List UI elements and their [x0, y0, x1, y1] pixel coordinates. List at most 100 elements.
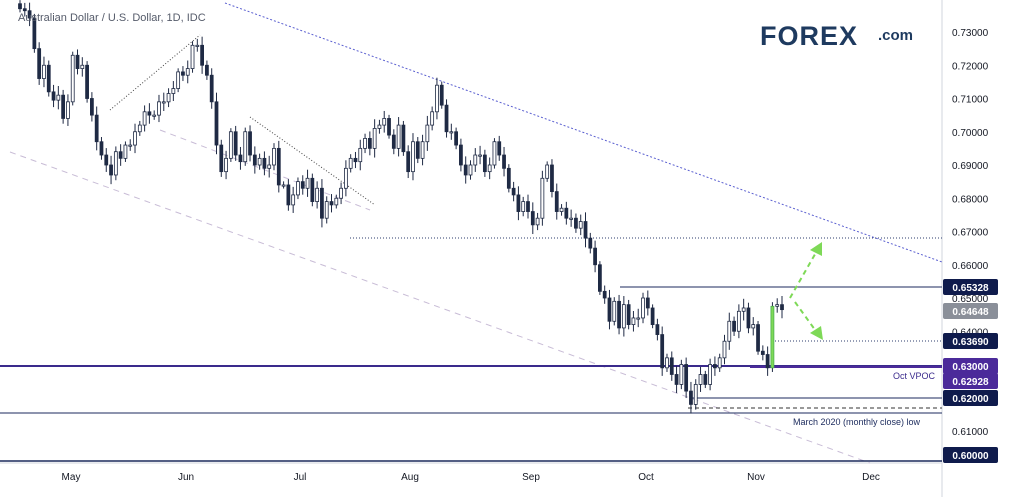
- price-axis: 0.73000 0.72000 0.71000 0.70000 0.69000 0.680…: [952, 28, 989, 438]
- candles-layer: [18, 0, 784, 414]
- y-tick-label: 0.64000: [952, 327, 989, 338]
- candle-body: [463, 164, 468, 176]
- price-badges: 0.65328 0.64648 0.63690 0.63000 0.62928 0.620…: [943, 279, 998, 463]
- candle-body: [780, 304, 784, 311]
- candle-body: [147, 111, 152, 116]
- candle-body: [200, 44, 204, 66]
- candle-body: [276, 147, 281, 186]
- candle-body: [641, 297, 645, 319]
- candle-body: [473, 154, 478, 166]
- candle-body: [454, 131, 458, 146]
- candle-body: [665, 357, 669, 369]
- candle-body: [305, 177, 310, 189]
- candle-body: [243, 131, 248, 163]
- candle-body: [631, 317, 636, 326]
- x-tick-label: Nov: [747, 472, 765, 483]
- candle-body: [195, 44, 200, 47]
- candle-body: [746, 307, 751, 329]
- candle-body: [521, 201, 526, 212]
- candle-body: [339, 187, 343, 199]
- candle-body: [713, 364, 717, 369]
- channel-mid-line: [159, 129, 371, 211]
- candle-body: [425, 124, 430, 143]
- candle-body: [401, 124, 406, 153]
- candle-body: [310, 177, 315, 202]
- logo-suffix: .com: [878, 27, 913, 44]
- channel-lower-line: [9, 151, 871, 464]
- y-tick-label: 0.73000: [952, 28, 989, 39]
- candle-body: [367, 137, 372, 149]
- bullish-arrow-head: [810, 242, 822, 256]
- candle-body: [320, 187, 324, 219]
- candle-body: [42, 64, 46, 79]
- candle-body: [190, 44, 195, 69]
- candle-body: [228, 131, 233, 159]
- price-badge-label: 0.65328: [952, 283, 989, 294]
- candle-body: [70, 54, 75, 103]
- candle-body: [612, 300, 617, 322]
- candle-body: [574, 217, 578, 229]
- candle-body: [420, 141, 425, 159]
- candle-body: [281, 184, 286, 187]
- y-tick-label: 0.69000: [952, 161, 989, 172]
- price-badge-label: 0.62928: [952, 377, 989, 388]
- candle-body: [626, 304, 631, 325]
- candle-body: [550, 164, 554, 193]
- candle-body: [415, 141, 420, 159]
- candle-body: [578, 221, 583, 229]
- candle-body: [564, 207, 569, 219]
- candle-body: [775, 304, 780, 307]
- candle-body: [569, 217, 574, 220]
- candle-body: [636, 317, 641, 320]
- y-tick-label: 0.66000: [952, 261, 989, 272]
- candle-body: [219, 144, 224, 173]
- candle-body: [435, 84, 439, 113]
- candle-body: [61, 94, 66, 119]
- candle-body: [540, 177, 545, 219]
- candle-body: [22, 8, 27, 12]
- candle-body: [233, 131, 238, 156]
- candle-body: [348, 157, 353, 169]
- candle-body: [689, 390, 693, 405]
- candle-body: [286, 184, 291, 206]
- candle-body: [296, 181, 300, 196]
- x-tick-label: Jul: [294, 472, 307, 483]
- candle-body: [482, 154, 487, 173]
- candle-body: [387, 118, 391, 136]
- candle-body: [516, 194, 521, 212]
- candle-body: [679, 364, 684, 385]
- y-tick-label: 0.72000: [952, 61, 989, 72]
- candle-body: [56, 94, 61, 101]
- x-tick-label: Dec: [862, 472, 880, 483]
- candle-body: [377, 124, 382, 129]
- downtrend-line: [224, 2, 943, 263]
- candle-body: [344, 167, 348, 189]
- candle-body: [128, 144, 133, 147]
- x-tick-label: Oct: [638, 472, 654, 483]
- candle-body: [109, 164, 113, 176]
- candle-body: [684, 364, 689, 392]
- candle-body: [391, 134, 396, 149]
- candle-body: [80, 64, 85, 69]
- forex-logo: FOREX .com: [760, 21, 913, 51]
- candle-body: [224, 157, 228, 173]
- candle-body: [51, 91, 56, 101]
- candle-body: [252, 154, 257, 166]
- candle-body: [430, 111, 435, 126]
- candle-body: [588, 237, 593, 249]
- candle-body: [181, 71, 185, 76]
- march-low-label: March 2020 (monthly close) low: [793, 417, 921, 427]
- price-badge-label: 0.60000: [952, 451, 989, 462]
- candle-body: [104, 154, 109, 166]
- candle-body: [329, 201, 334, 206]
- candle-body: [372, 128, 377, 149]
- price-badge-label: 0.64648: [952, 307, 989, 318]
- candle-body: [554, 191, 559, 212]
- candle-body: [46, 64, 51, 93]
- x-tick-label: Sep: [522, 472, 540, 483]
- candle-body: [602, 290, 607, 299]
- candle-body: [598, 264, 602, 292]
- candle-body: [693, 384, 698, 405]
- candle-body: [449, 131, 454, 134]
- candle-body: [751, 324, 756, 329]
